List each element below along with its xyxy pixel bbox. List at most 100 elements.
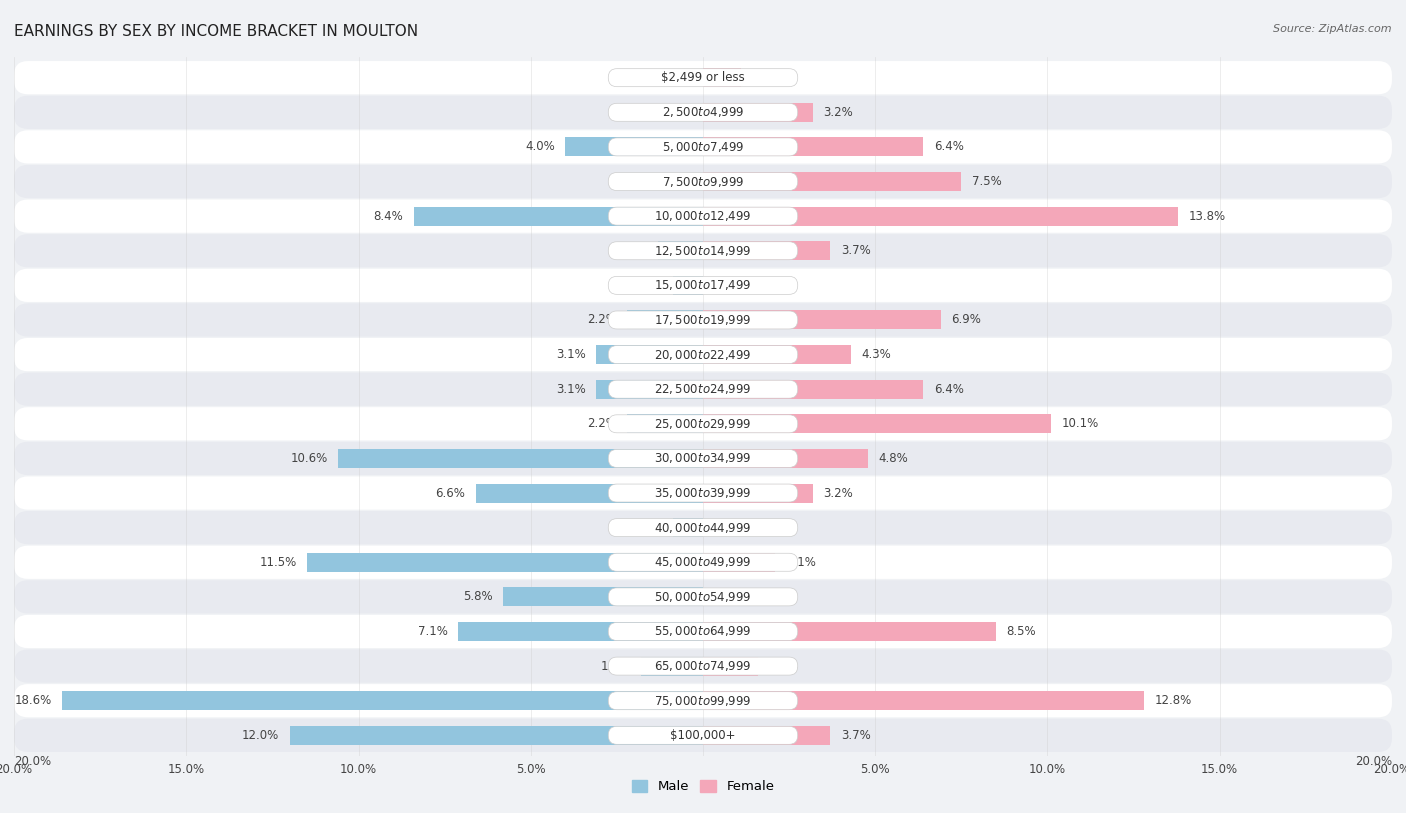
Bar — [703, 553, 775, 572]
FancyBboxPatch shape — [14, 130, 1392, 163]
Bar — [703, 345, 851, 364]
FancyBboxPatch shape — [14, 476, 1392, 510]
Text: $50,000 to $54,999: $50,000 to $54,999 — [654, 590, 752, 604]
Text: 6.9%: 6.9% — [950, 314, 981, 327]
Text: 8.4%: 8.4% — [374, 210, 404, 223]
Text: 2.2%: 2.2% — [588, 417, 617, 430]
Text: $25,000 to $29,999: $25,000 to $29,999 — [654, 417, 752, 431]
Bar — [703, 102, 813, 122]
FancyBboxPatch shape — [609, 657, 797, 675]
Text: 2.2%: 2.2% — [588, 314, 617, 327]
Text: $30,000 to $34,999: $30,000 to $34,999 — [654, 451, 752, 465]
FancyBboxPatch shape — [609, 623, 797, 641]
FancyBboxPatch shape — [14, 61, 1392, 94]
Text: 6.6%: 6.6% — [436, 486, 465, 499]
Text: 0.0%: 0.0% — [664, 106, 693, 119]
Text: 7.1%: 7.1% — [418, 625, 449, 638]
Text: 20.0%: 20.0% — [1355, 755, 1392, 768]
Legend: Male, Female: Male, Female — [626, 775, 780, 798]
FancyBboxPatch shape — [609, 726, 797, 745]
Text: 1.3%: 1.3% — [619, 244, 648, 257]
Text: 4.0%: 4.0% — [524, 141, 555, 154]
FancyBboxPatch shape — [609, 138, 797, 156]
FancyBboxPatch shape — [14, 615, 1392, 648]
Text: 4.8%: 4.8% — [879, 452, 908, 465]
Bar — [307, 553, 703, 572]
FancyBboxPatch shape — [609, 103, 797, 121]
Text: $10,000 to $12,499: $10,000 to $12,499 — [654, 209, 752, 223]
Bar — [703, 311, 941, 329]
Text: $17,500 to $19,999: $17,500 to $19,999 — [654, 313, 752, 327]
Text: $20,000 to $22,499: $20,000 to $22,499 — [654, 348, 752, 362]
Text: $22,500 to $24,999: $22,500 to $24,999 — [654, 382, 752, 396]
Text: 0.0%: 0.0% — [664, 72, 693, 85]
FancyBboxPatch shape — [14, 269, 1392, 302]
Text: 12.0%: 12.0% — [242, 728, 280, 741]
FancyBboxPatch shape — [609, 380, 797, 398]
Text: $75,000 to $99,999: $75,000 to $99,999 — [654, 693, 752, 707]
Text: $12,500 to $14,999: $12,500 to $14,999 — [654, 244, 752, 258]
Text: 0.88%: 0.88% — [626, 521, 662, 534]
FancyBboxPatch shape — [14, 338, 1392, 372]
Bar — [703, 691, 1144, 711]
Bar — [413, 207, 703, 226]
Text: $40,000 to $44,999: $40,000 to $44,999 — [654, 520, 752, 535]
Bar — [658, 241, 703, 260]
Bar — [703, 207, 1178, 226]
Text: 0.0%: 0.0% — [713, 590, 742, 603]
Bar — [503, 587, 703, 606]
Text: $2,499 or less: $2,499 or less — [661, 72, 745, 85]
FancyBboxPatch shape — [14, 650, 1392, 683]
Text: 10.6%: 10.6% — [290, 452, 328, 465]
Bar — [641, 657, 703, 676]
Bar — [703, 137, 924, 156]
FancyBboxPatch shape — [14, 441, 1392, 475]
Bar — [703, 484, 813, 502]
FancyBboxPatch shape — [609, 519, 797, 537]
Text: 8.5%: 8.5% — [1007, 625, 1036, 638]
Text: 1.8%: 1.8% — [600, 659, 631, 672]
Bar — [565, 137, 703, 156]
Text: 13.8%: 13.8% — [1188, 210, 1226, 223]
Text: 1.1%: 1.1% — [751, 72, 782, 85]
FancyBboxPatch shape — [609, 415, 797, 433]
FancyBboxPatch shape — [609, 588, 797, 606]
FancyBboxPatch shape — [14, 684, 1392, 717]
Text: $55,000 to $64,999: $55,000 to $64,999 — [654, 624, 752, 638]
Bar — [672, 276, 703, 295]
Text: 10.1%: 10.1% — [1062, 417, 1098, 430]
Text: 11.5%: 11.5% — [259, 556, 297, 569]
FancyBboxPatch shape — [609, 68, 797, 87]
FancyBboxPatch shape — [14, 407, 1392, 441]
FancyBboxPatch shape — [609, 692, 797, 710]
Text: 2.1%: 2.1% — [786, 556, 815, 569]
Bar — [627, 415, 703, 433]
Text: $15,000 to $17,499: $15,000 to $17,499 — [654, 278, 752, 293]
FancyBboxPatch shape — [609, 241, 797, 259]
FancyBboxPatch shape — [609, 450, 797, 467]
Bar — [703, 68, 741, 87]
Text: 6.4%: 6.4% — [934, 141, 963, 154]
Text: 4.3%: 4.3% — [862, 348, 891, 361]
Bar — [703, 380, 924, 398]
FancyBboxPatch shape — [609, 311, 797, 329]
FancyBboxPatch shape — [609, 554, 797, 572]
FancyBboxPatch shape — [14, 96, 1392, 129]
Bar — [703, 415, 1050, 433]
Bar — [596, 380, 703, 398]
Text: 3.2%: 3.2% — [824, 486, 853, 499]
Text: $35,000 to $39,999: $35,000 to $39,999 — [654, 486, 752, 500]
Bar — [703, 172, 962, 191]
Bar — [703, 726, 831, 745]
Bar — [703, 657, 758, 676]
Text: 0.88%: 0.88% — [626, 279, 662, 292]
Bar — [703, 241, 831, 260]
Bar — [672, 518, 703, 537]
Text: 3.1%: 3.1% — [557, 383, 586, 396]
FancyBboxPatch shape — [14, 546, 1392, 579]
Text: 7.5%: 7.5% — [972, 175, 1001, 188]
Bar — [703, 449, 869, 468]
Text: 1.6%: 1.6% — [769, 659, 799, 672]
FancyBboxPatch shape — [14, 580, 1392, 614]
Bar — [475, 484, 703, 502]
